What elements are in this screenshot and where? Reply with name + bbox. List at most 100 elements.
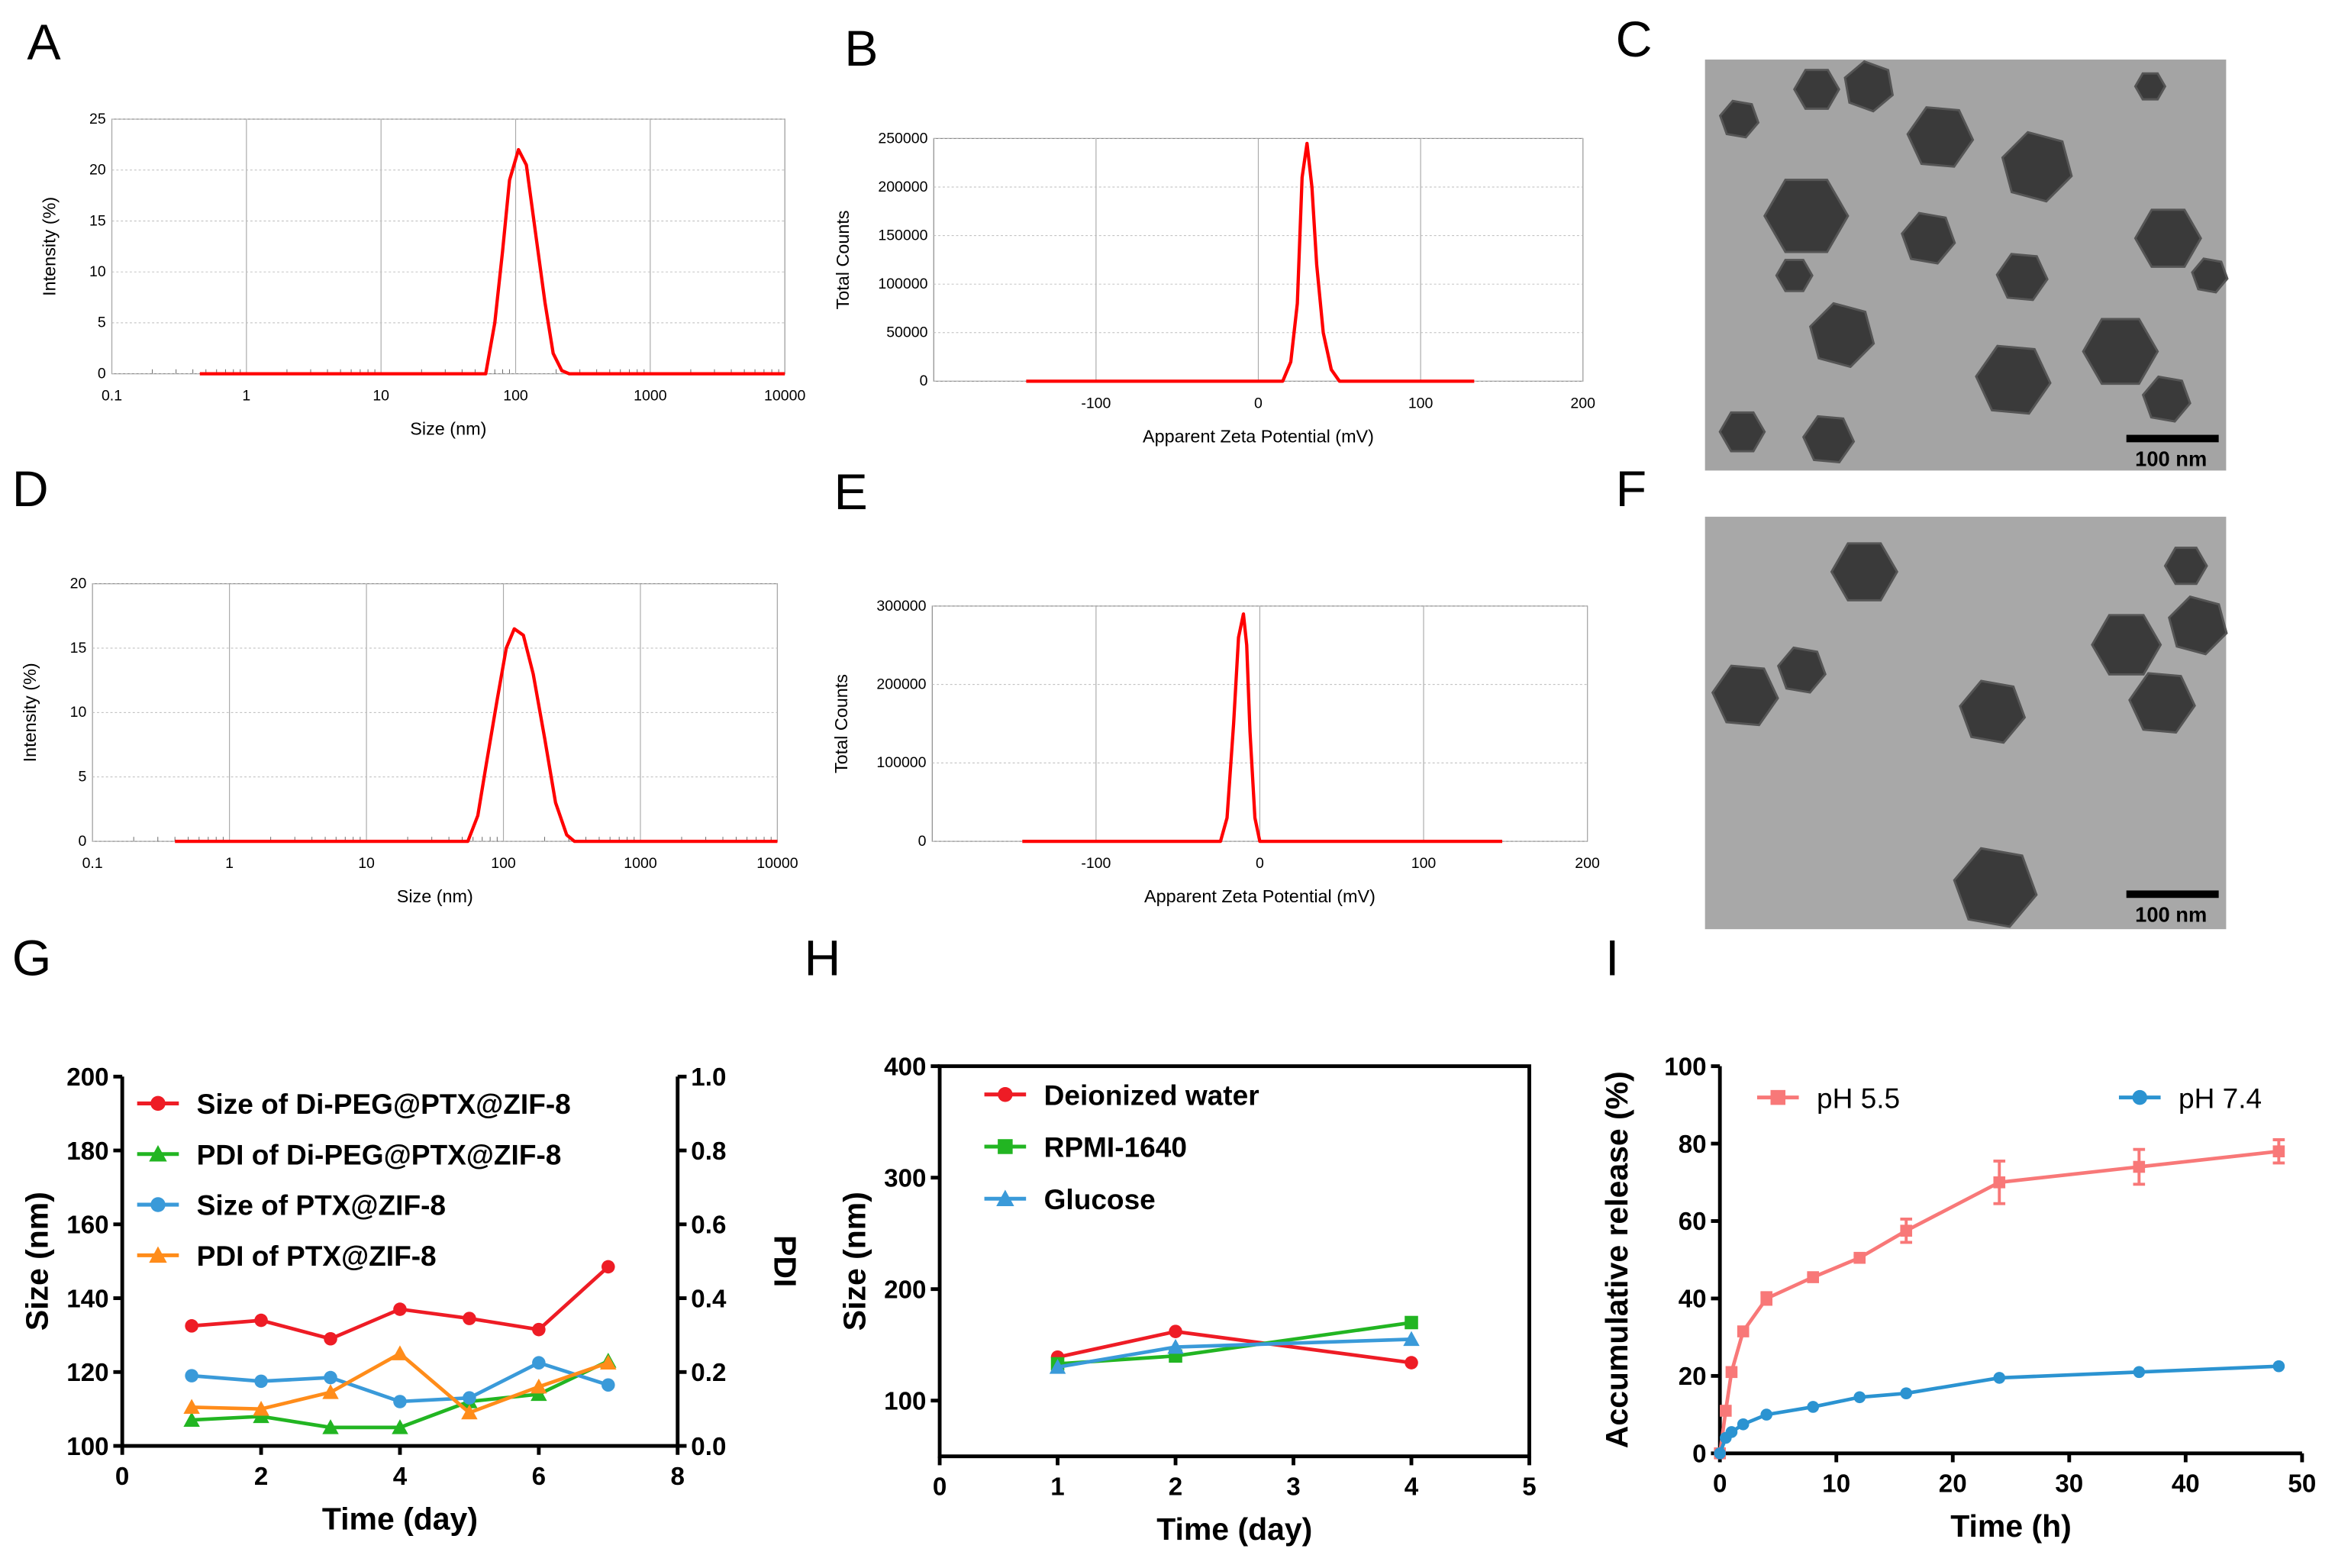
y2-tick-label: 1.0 [691, 1063, 726, 1092]
x-tick-label: 0.1 [82, 855, 103, 872]
x-axis-label: Size (nm) [397, 886, 473, 906]
data-point [253, 1400, 269, 1416]
nanoparticle [1830, 542, 1898, 602]
y-tick-label: 100000 [876, 754, 926, 771]
legend-label: Size of PTX@ZIF-8 [197, 1189, 446, 1221]
nanoparticle [1959, 679, 2027, 744]
data-point [393, 1395, 407, 1408]
nanoparticle [2133, 208, 2202, 268]
y-axis-label: Size (nm) [20, 1192, 55, 1331]
data-point [998, 1139, 1013, 1154]
y-tick-label: 10 [70, 704, 87, 721]
x-axis-label: Time (h) [1950, 1508, 2072, 1544]
x-tick-label: 10000 [756, 855, 798, 872]
series-line [199, 147, 785, 376]
x-tick-label: 30 [2055, 1470, 2083, 1499]
x-tick-label: 1000 [634, 388, 667, 405]
x-tick-label: 0 [1713, 1470, 1727, 1499]
data-point [2133, 1366, 2146, 1379]
data-point [150, 1197, 166, 1212]
data-point [324, 1370, 337, 1385]
x-tick-label: 0 [115, 1463, 129, 1491]
nanoparticle [2133, 72, 2167, 101]
x-tick-label: 50 [2288, 1470, 2316, 1499]
y-tick-label: 0 [918, 833, 927, 850]
plot-frame [937, 1064, 1531, 1459]
x-tick-label: 40 [2172, 1470, 2200, 1499]
panel-label-h: H [805, 931, 841, 987]
data-point [1807, 1401, 1820, 1413]
data-point [996, 1189, 1014, 1206]
series-line [1057, 1337, 1412, 1370]
nanoparticle [2001, 131, 2073, 203]
data-point [1993, 1372, 2006, 1384]
nanoparticle [2128, 672, 2196, 734]
x-tick-label: 2 [254, 1463, 268, 1491]
data-point [1900, 1224, 1913, 1237]
y-tick-label: 5 [78, 769, 86, 786]
data-point [1725, 1426, 1738, 1438]
panel-label-i: I [1605, 931, 1619, 987]
panel-label-b: B [844, 21, 878, 77]
chart-b: -100 0 100 200 0 50000 100000 150000 200000 25000… [833, 130, 1595, 446]
panel-label-a: A [27, 15, 61, 71]
y-tick-label: 0 [78, 833, 86, 850]
y-axis-label: Total Counts [833, 210, 853, 309]
x-axis-label: Size (nm) [410, 419, 486, 439]
scale-bar-label: 100 nm [2135, 902, 2207, 926]
y-axis-label: Intensity (%) [20, 663, 40, 762]
nanoparticle [1906, 106, 1975, 168]
nanoparticle [2141, 375, 2191, 423]
nanoparticle [1776, 646, 1827, 694]
data-point [2272, 1145, 2285, 1158]
x-tick-label: 3 [1286, 1473, 1300, 1501]
legend-label: PDI of Di-PEG@PTX@ZIF-8 [197, 1138, 562, 1170]
x-tick-label: 4 [1405, 1473, 1419, 1501]
data-point [532, 1356, 546, 1370]
x-tick-label: 0 [933, 1473, 947, 1501]
nanoparticle [2082, 318, 2159, 386]
data-point [1167, 1338, 1184, 1354]
data-point [392, 1419, 408, 1434]
y-tick-label: 10 [89, 263, 106, 280]
nanoparticle [1901, 211, 1956, 265]
data-point [183, 1399, 200, 1415]
y-tick-label: 0 [98, 365, 106, 382]
y-tick-label: 100 [1664, 1053, 1706, 1081]
data-point [1405, 1356, 1418, 1370]
x-tick-label: 200 [1570, 395, 1595, 411]
series-line [1022, 612, 1502, 844]
x-axis-label: Time (day) [322, 1501, 478, 1536]
data-point [463, 1312, 476, 1325]
x-tick-label: 10 [1822, 1470, 1850, 1499]
legend-label: Glucose [1044, 1183, 1156, 1215]
nanoparticle [1953, 847, 2038, 928]
y-tick-label: 200 [66, 1063, 108, 1092]
chart-a: 0.1 1 10 100 1000 10000 0 5 10 15 20 25 Size (nm) Int… [39, 111, 805, 439]
x-tick-label: -100 [1081, 855, 1111, 872]
y-tick-label: 200 [884, 1276, 926, 1304]
chart-i: 0 10 20 30 40 50 0 20 40 60 80 100 Time (h) Accumulat… [1599, 1053, 2316, 1544]
data-point [1405, 1315, 1418, 1330]
x-axis-label: Time (day) [1156, 1512, 1312, 1547]
data-point [1760, 1408, 1772, 1421]
data-point [183, 1412, 200, 1427]
legend-label: Size of Di-PEG@PTX@ZIF-8 [197, 1088, 571, 1120]
series-line [191, 1359, 609, 1430]
y-tick-label: 15 [89, 212, 106, 229]
data-point [463, 1391, 476, 1405]
x-tick-label: -100 [1081, 395, 1111, 411]
x-tick-label: 100 [1411, 855, 1437, 872]
nanoparticle [1763, 179, 1850, 253]
y2-tick-label: 0.0 [691, 1433, 726, 1461]
x-tick-label: 1 [1050, 1473, 1064, 1501]
y-tick-label: 20 [89, 162, 106, 179]
nanoparticle [1718, 99, 1760, 139]
chart-g: 0 2 4 6 8 100 120 140 160 180 200 0.0 0.2 0.4 0.6 0.8 1.… [20, 1063, 803, 1536]
data-point [149, 1145, 167, 1162]
y-tick-label: 40 [1679, 1286, 1707, 1314]
nanoparticle [1801, 415, 1856, 464]
x-tick-label: 100 [503, 388, 528, 405]
x-tick-label: 100 [1408, 395, 1434, 411]
